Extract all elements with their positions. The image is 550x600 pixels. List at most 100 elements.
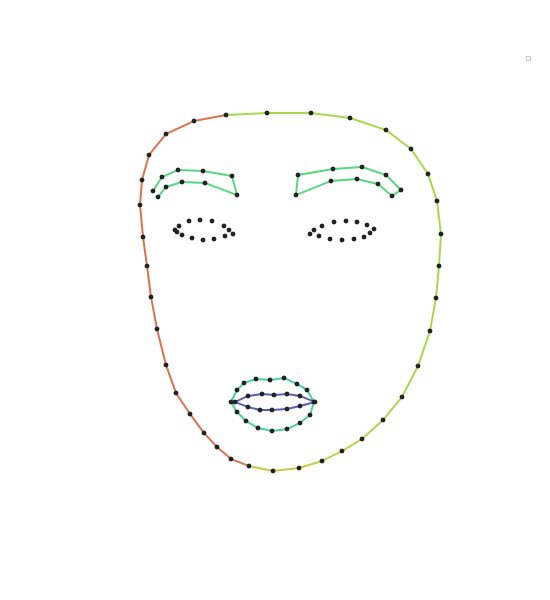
landmark-point <box>380 417 386 423</box>
jaw-left-line <box>139 114 250 467</box>
landmark-point <box>223 112 229 118</box>
landmark-point <box>245 404 251 410</box>
landmark-point <box>176 223 182 229</box>
landmark-points <box>137 110 444 474</box>
landmark-point <box>316 233 322 239</box>
landmark-point <box>331 219 337 225</box>
landmark-point <box>139 177 145 183</box>
landmark-point <box>296 465 302 471</box>
landmark-point <box>297 393 303 399</box>
landmark-point <box>159 174 165 180</box>
landmark-point <box>234 387 240 393</box>
landmark-point <box>427 328 433 334</box>
landmark-point <box>214 444 220 450</box>
landmark-point <box>293 192 299 198</box>
landmark-point <box>284 406 290 412</box>
landmark-point <box>284 426 290 432</box>
landmark-point <box>408 146 414 152</box>
landmark-point <box>436 263 442 269</box>
landmark-point <box>271 392 277 398</box>
landmark-point <box>191 118 197 124</box>
jaw-right-line <box>225 112 442 440</box>
landmark-point <box>330 166 336 172</box>
landmark-point <box>343 218 349 224</box>
landmark-point <box>383 127 389 133</box>
landmark-point <box>297 420 303 426</box>
landmark-point <box>186 218 192 224</box>
landmark-point <box>211 236 217 242</box>
landmark-point <box>327 236 333 242</box>
landmark-point <box>294 381 300 387</box>
landmark-point <box>154 326 160 332</box>
landmark-point <box>389 193 395 199</box>
landmark-point <box>226 227 232 233</box>
landmark-point <box>284 391 290 397</box>
landmark-point <box>175 167 181 173</box>
landmark-point <box>228 456 234 462</box>
landmark-point <box>137 202 143 208</box>
landmark-point <box>307 231 313 237</box>
landmark-point <box>234 192 240 198</box>
landmark-point <box>173 390 179 396</box>
landmark-point <box>150 188 156 194</box>
landmark-point <box>312 399 318 405</box>
landmark-point <box>354 176 360 182</box>
landmark-point <box>200 237 206 243</box>
landmark-point <box>281 375 287 381</box>
landmark-point <box>270 468 276 474</box>
landmark-point <box>255 425 261 431</box>
landmark-point <box>229 173 235 179</box>
landmark-point <box>359 164 365 170</box>
landmark-point <box>383 172 389 178</box>
landmark-point <box>201 430 207 436</box>
landmark-point <box>319 458 325 464</box>
landmark-point <box>364 222 370 228</box>
landmark-point <box>351 236 357 242</box>
landmark-point <box>163 131 169 137</box>
landmark-point <box>245 393 251 399</box>
landmark-point <box>246 463 252 469</box>
landmark-point <box>308 110 314 116</box>
corner-marker <box>526 56 531 61</box>
landmark-point <box>221 223 227 229</box>
landmark-point <box>339 237 345 243</box>
landmark-point <box>230 231 236 237</box>
landmark-point <box>174 229 180 235</box>
landmark-point <box>179 179 185 185</box>
landmark-point <box>267 377 273 383</box>
landmark-point <box>307 412 313 418</box>
landmark-point <box>222 233 228 239</box>
landmark-point <box>367 230 373 236</box>
face-outline <box>139 112 442 472</box>
landmark-point <box>189 235 195 241</box>
landmark-point <box>259 391 265 397</box>
landmark-point <box>163 184 169 190</box>
landmark-point <box>200 168 206 174</box>
landmark-point <box>264 110 270 116</box>
landmark-point <box>179 232 185 238</box>
landmark-point <box>241 380 247 386</box>
landmark-point <box>228 399 234 405</box>
landmark-point <box>375 181 381 187</box>
right-eyebrow <box>295 166 402 197</box>
landmark-point <box>347 115 353 121</box>
landmark-point <box>144 263 150 269</box>
landmark-point <box>243 418 249 424</box>
landmark-point <box>361 234 367 240</box>
landmark-point <box>202 180 208 186</box>
landmark-point <box>354 219 360 225</box>
landmark-point <box>339 448 345 454</box>
landmark-point <box>415 363 421 369</box>
landmark-point <box>398 187 404 193</box>
landmark-point <box>434 198 440 204</box>
landmark-point <box>232 399 238 405</box>
landmark-point <box>163 362 169 368</box>
landmark-point <box>155 194 161 200</box>
landmark-point <box>209 218 215 224</box>
landmark-point <box>304 387 310 393</box>
landmark-point <box>297 403 303 409</box>
landmark-point <box>371 226 377 232</box>
landmark-point <box>328 178 334 184</box>
landmark-point <box>146 152 152 158</box>
